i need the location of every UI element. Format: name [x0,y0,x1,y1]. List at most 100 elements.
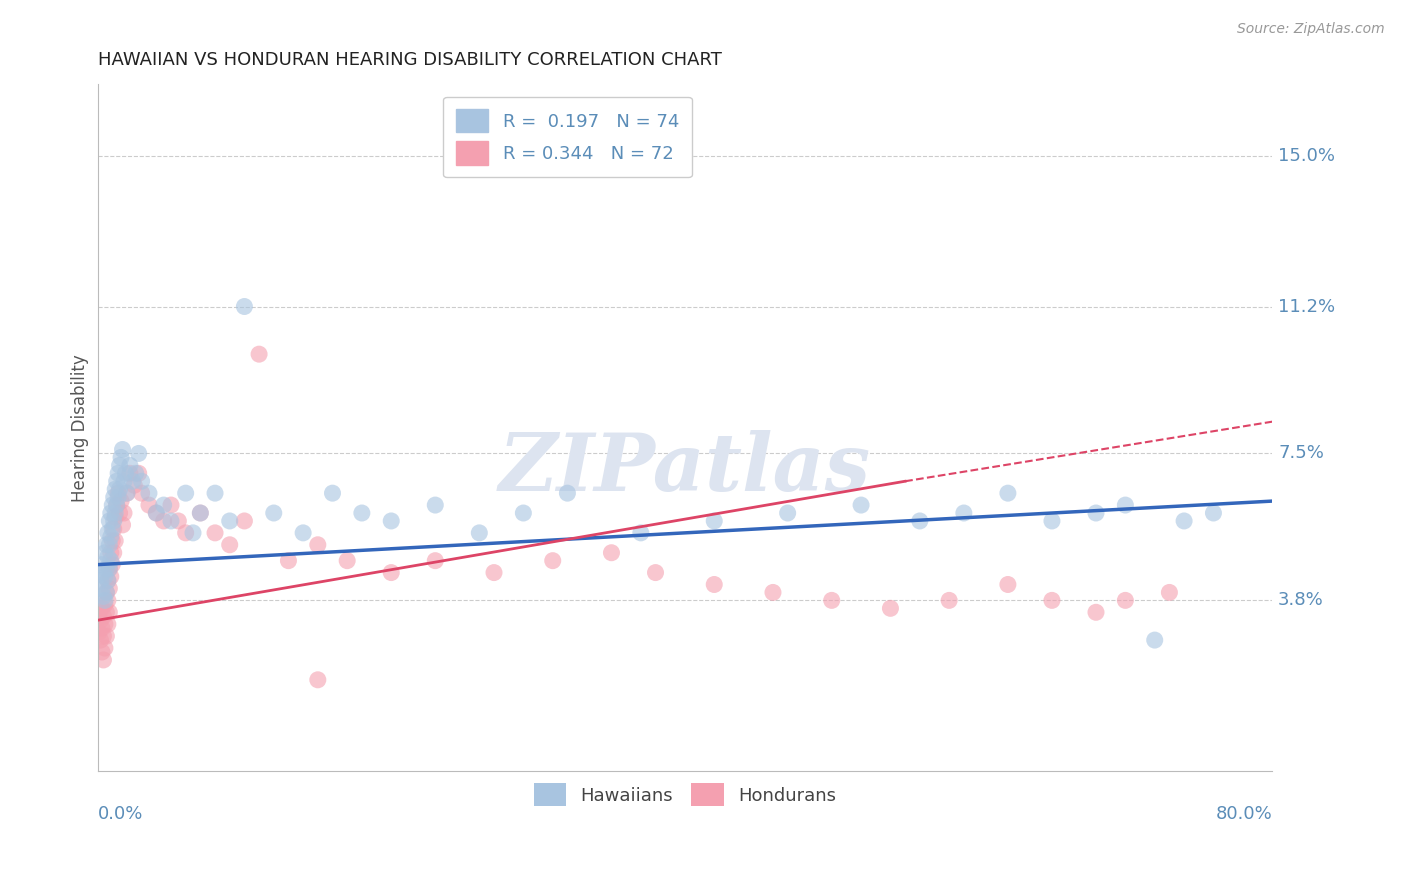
Point [100,546,122,560]
Point [107,467,129,481]
Point [100,530,122,544]
Point [167,514,190,528]
Point [104,533,127,548]
Point [425,498,447,512]
Point [93,653,115,667]
Point [380,566,402,580]
Point [247,347,270,361]
Point [938,593,960,607]
Point [107,490,129,504]
Point [108,506,131,520]
Point [321,486,343,500]
Point [87,605,110,619]
Point [1202,506,1225,520]
Point [93,590,115,604]
Point [152,514,174,528]
Text: HAWAIIAN VS HONDURAN HEARING DISABILITY CORRELATION CHART: HAWAIIAN VS HONDURAN HEARING DISABILITY … [97,51,721,69]
Point [908,514,931,528]
Point [110,494,132,508]
Point [1040,514,1063,528]
Point [100,569,122,583]
Point [98,538,121,552]
Point [110,450,132,465]
Legend: Hawaiians, Hondurans: Hawaiians, Hondurans [526,776,844,814]
Point [644,566,666,580]
Point [96,585,118,599]
Text: 80.0%: 80.0% [1215,805,1272,823]
Point [482,566,505,580]
Point [821,593,844,607]
Point [138,498,160,512]
Point [94,569,117,583]
Point [849,498,872,512]
Point [145,506,167,520]
Point [152,498,174,512]
Point [174,486,197,500]
Point [307,673,329,687]
Point [98,605,121,619]
Point [114,467,136,481]
Point [879,601,901,615]
Point [94,640,117,655]
Text: ZIPatlas: ZIPatlas [499,430,870,508]
Point [91,582,114,596]
Y-axis label: Hearing Disability: Hearing Disability [72,354,89,501]
Point [380,514,402,528]
Point [103,546,125,560]
Point [101,533,124,548]
Point [96,629,118,643]
Point [97,593,120,607]
Point [160,514,183,528]
Point [233,300,256,314]
Point [118,467,141,481]
Point [1040,593,1063,607]
Point [115,486,138,500]
Point [111,517,134,532]
Point [104,506,127,520]
Point [105,498,128,512]
Point [541,554,564,568]
Point [112,506,135,520]
Point [91,558,114,572]
Point [125,467,148,481]
Point [292,525,315,540]
Text: 15.0%: 15.0% [1278,146,1336,165]
Point [94,598,117,612]
Point [115,486,138,500]
Point [425,554,447,568]
Text: 3.8%: 3.8% [1278,591,1324,609]
Point [218,514,240,528]
Point [103,522,125,536]
Text: 7.5%: 7.5% [1278,444,1324,462]
Point [98,561,121,575]
Point [204,525,226,540]
Point [93,609,115,624]
Point [233,514,256,528]
Point [703,577,725,591]
Point [277,554,299,568]
Point [138,486,160,500]
Point [97,574,120,588]
Point [89,574,111,588]
Point [98,582,121,596]
Point [1114,498,1136,512]
Point [174,525,197,540]
Point [218,538,240,552]
Point [98,561,121,575]
Point [131,486,153,500]
Point [1173,514,1195,528]
Point [104,510,127,524]
Point [188,506,211,520]
Point [145,506,167,520]
Point [100,506,122,520]
Point [160,498,183,512]
Point [512,506,534,520]
Point [98,514,121,528]
Point [93,566,115,580]
Point [468,525,491,540]
Point [108,482,131,496]
Point [101,498,124,512]
Point [105,475,128,489]
Point [97,617,120,632]
Point [108,458,131,473]
